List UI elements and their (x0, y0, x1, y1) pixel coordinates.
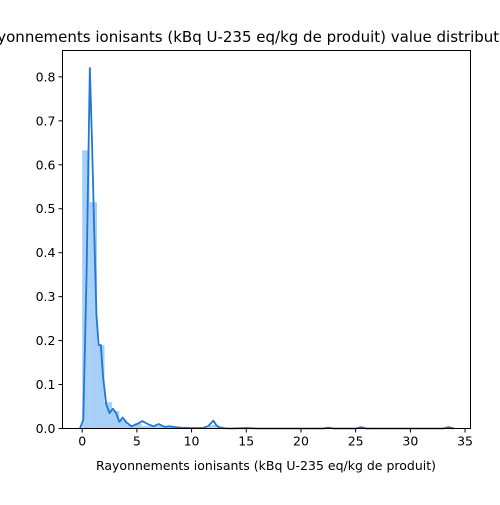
y-axis: 0.0 0.1 0.2 0.3 0.4 0.5 0.6 0.7 0.8 (36, 69, 63, 436)
y-tick-label: 0.7 (36, 113, 56, 128)
histogram-bar-7 (134, 423, 142, 429)
histogram-bar-8 (141, 425, 150, 429)
histogram-bar-2 (97, 344, 105, 429)
x-tick-label: 20 (293, 434, 309, 449)
y-tick-label: 0.1 (36, 377, 56, 392)
y-tick-label: 0.5 (36, 201, 56, 216)
y-tick-label: 0.3 (36, 289, 56, 304)
y-tick-label: 0.8 (36, 69, 56, 84)
histogram-bar-11 (164, 427, 172, 429)
histogram-bar-9 (149, 425, 157, 429)
histogram-bar-4 (111, 410, 120, 429)
x-tick-label: 10 (184, 434, 200, 449)
x-tick-label: 30 (402, 434, 418, 449)
y-tick-label: 0.2 (36, 333, 56, 348)
plot-area (79, 67, 455, 430)
histogram-bar-1 (89, 202, 98, 429)
y-tick-label: 0.6 (36, 157, 56, 172)
chart-title: Rayonnements ionisants (kBq U-235 eq/kg … (0, 28, 500, 46)
histogram-bar-10 (156, 425, 165, 429)
histogram-bar-5 (119, 419, 127, 429)
x-axis: 0 5 10 15 20 25 30 35 (78, 428, 473, 449)
x-axis-title: Rayonnements ionisants (kBq U-235 eq/kg … (96, 458, 436, 473)
x-tick-label: 25 (348, 434, 364, 449)
x-tick-label: 35 (457, 434, 473, 449)
histogram-bar-13 (208, 424, 217, 429)
y-tick-label: 0.0 (36, 421, 56, 436)
kde-line (79, 67, 455, 430)
x-tick-label: 5 (133, 434, 141, 449)
y-tick-label: 0.4 (36, 245, 56, 260)
x-tick-label: 15 (238, 434, 254, 449)
x-tick-label: 0 (78, 434, 86, 449)
axes-frame (62, 50, 471, 429)
histogram-bar-3 (104, 402, 112, 429)
